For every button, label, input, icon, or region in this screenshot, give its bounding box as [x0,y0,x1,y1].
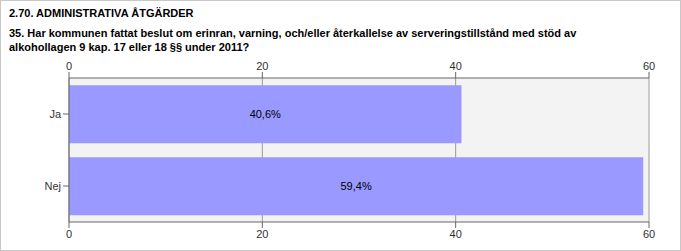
svg-text:0: 0 [66,60,72,72]
svg-text:Ja: Ja [49,108,62,120]
svg-text:20: 20 [256,228,268,240]
svg-text:60: 60 [643,228,655,240]
svg-text:40,6%: 40,6% [250,108,281,120]
svg-text:60: 60 [643,60,655,72]
html-text:35. Har kommunen fattat beslut: 35. Har kommunen fattat beslut om erinra… [9,27,577,53]
svg-text:40: 40 [450,228,462,240]
html-text:2.70. ADMINISTRATIVA ÅTGÄRDER: 2.70. ADMINISTRATIVA ÅTGÄRDER [9,7,194,19]
svg-text:40: 40 [450,60,462,72]
svg-text:20: 20 [256,60,268,72]
svg-text:Nej: Nej [44,180,61,192]
svg-text:59,4%: 59,4% [340,180,371,192]
svg-text:0: 0 [66,228,72,240]
